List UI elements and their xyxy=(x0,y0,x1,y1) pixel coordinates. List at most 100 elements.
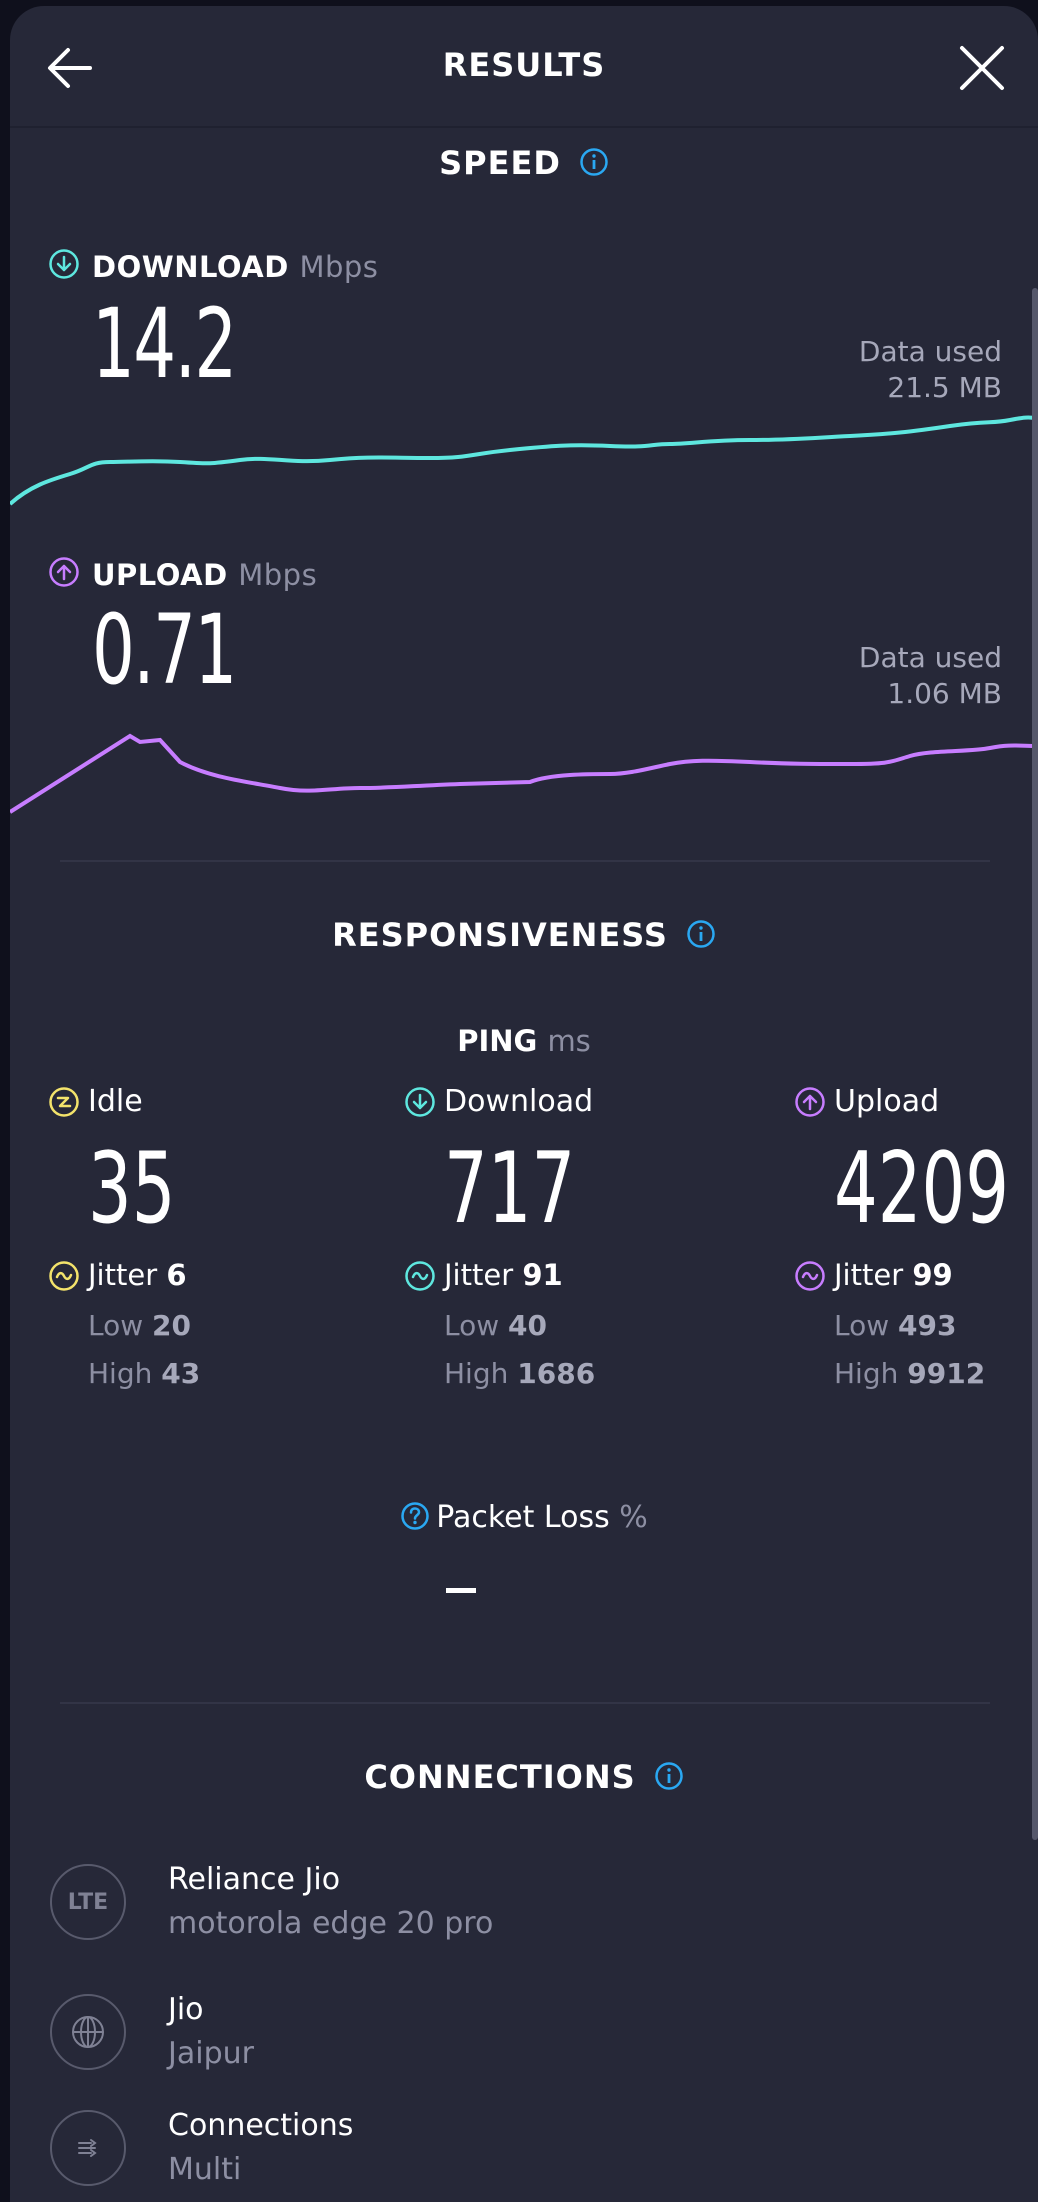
globe-icon xyxy=(50,1994,126,2070)
close-icon[interactable] xyxy=(950,36,1014,100)
scrollbar[interactable] xyxy=(1032,288,1038,1840)
jitter-icon xyxy=(405,1261,435,1291)
jitter-icon xyxy=(49,1261,79,1291)
idle-high-value: 43 xyxy=(161,1357,201,1390)
connection-device-name: motorola edge 20 pro xyxy=(168,1906,494,1941)
speed-title: SPEED xyxy=(439,144,561,182)
ping-download-header: Download xyxy=(404,1084,704,1124)
upload-data-used-label: Data used xyxy=(858,641,1002,674)
download-ping-value: 717 xyxy=(444,1132,576,1246)
download-data-used: Data used 21.5 MB xyxy=(859,334,1002,406)
download-low-value: 40 xyxy=(508,1309,548,1342)
divider xyxy=(60,1702,990,1704)
download-low-label: Low xyxy=(444,1309,500,1342)
packet-loss-unit: % xyxy=(619,1500,648,1535)
ping-idle-header: Idle xyxy=(48,1084,348,1124)
connection-provider-name: Reliance Jio xyxy=(168,1862,341,1897)
results-panel: RESULTS SPEED DOWNLOAD Mbps 14.2 Data us… xyxy=(10,6,1038,2202)
question-icon[interactable] xyxy=(400,1501,430,1531)
upload-ping-icon xyxy=(795,1087,825,1117)
download-label-text: DOWNLOAD xyxy=(92,250,289,284)
responsiveness-section-title: RESPONSIVENESS xyxy=(10,916,1038,954)
ping-title: PING ms xyxy=(10,1024,1038,1058)
upload-arrow-icon xyxy=(49,557,79,587)
lte-icon: LTE xyxy=(50,1864,126,1940)
upload-high-label: High xyxy=(834,1357,899,1390)
upload-label-text: UPLOAD xyxy=(92,558,228,592)
responsiveness-info-icon[interactable] xyxy=(686,919,716,949)
download-jitter: Jitter 91 xyxy=(404,1254,704,1302)
multi-connection-icon xyxy=(50,2110,126,2186)
ping-idle-column: Idle 35 Jitter 6 Low 20 High 43 xyxy=(48,1084,348,1398)
idle-jitter-label: Jitter xyxy=(88,1258,158,1292)
idle-jitter: Jitter 6 xyxy=(48,1254,348,1302)
upload-unit: Mbps xyxy=(238,558,318,592)
connections-section-title: CONNECTIONS xyxy=(10,1758,1038,1796)
download-low: Low 40 xyxy=(404,1302,704,1350)
ping-upload-header: Upload xyxy=(794,1084,1038,1124)
ping-download-column: Download 717 Jitter 91 Low 40 High 1686 xyxy=(404,1084,704,1398)
download-data-used-value: 21.5 MB xyxy=(887,371,1002,404)
idle-low-label: Low xyxy=(88,1309,144,1342)
download-jitter-value: 91 xyxy=(522,1258,563,1292)
packet-loss-label: Packet Loss xyxy=(436,1500,610,1535)
upload-high-value: 9912 xyxy=(907,1357,986,1390)
idle-icon xyxy=(49,1087,79,1117)
idle-low-value: 20 xyxy=(152,1309,192,1342)
download-unit: Mbps xyxy=(299,250,379,284)
connection-server-name: Jio xyxy=(168,1992,204,2027)
upload-low-label: Low xyxy=(834,1309,890,1342)
jitter-icon xyxy=(795,1261,825,1291)
upload-ping-value: 4209 xyxy=(834,1132,1009,1246)
download-data-used-label: Data used xyxy=(858,335,1002,368)
connection-server-location: Jaipur xyxy=(168,2036,254,2071)
idle-low: Low 20 xyxy=(48,1302,348,1350)
packet-loss: Packet Loss % xyxy=(10,1500,1038,1535)
top-bar: RESULTS xyxy=(10,6,1038,128)
download-high-value: 1686 xyxy=(517,1357,596,1390)
upload-data-used-value: 1.06 MB xyxy=(887,677,1002,710)
download-ping-icon xyxy=(405,1087,435,1117)
upload-jitter-label: Jitter xyxy=(834,1258,904,1292)
connection-mode-value: Multi xyxy=(168,2152,242,2187)
download-speed-graph xyxy=(10,415,1038,506)
upload-ping-label: Upload xyxy=(834,1084,940,1119)
upload-jitter: Jitter 99 xyxy=(794,1254,1038,1302)
idle-high: High 43 xyxy=(48,1350,348,1398)
download-jitter-label: Jitter xyxy=(444,1258,514,1292)
upload-label: UPLOAD Mbps xyxy=(92,558,317,592)
upload-jitter-value: 99 xyxy=(912,1258,953,1292)
idle-jitter-value: 6 xyxy=(166,1258,187,1292)
ping-label: PING xyxy=(457,1024,538,1058)
responsiveness-title: RESPONSIVENESS xyxy=(332,916,668,954)
connection-item-server: Jio Jaipur xyxy=(50,1992,950,2084)
speed-info-icon[interactable] xyxy=(579,147,609,177)
speed-section-title: SPEED xyxy=(10,144,1038,182)
idle-ping-value: 35 xyxy=(88,1132,176,1246)
packet-loss-value: – xyxy=(446,1588,476,1593)
download-high-label: High xyxy=(444,1357,509,1390)
page-title: RESULTS xyxy=(442,46,606,84)
ping-unit: ms xyxy=(547,1024,591,1058)
connections-title: CONNECTIONS xyxy=(364,1758,636,1796)
connection-item-provider: LTE Reliance Jio motorola edge 20 pro xyxy=(50,1862,950,1954)
upload-high: High 9912 xyxy=(794,1350,1038,1398)
connections-info-icon[interactable] xyxy=(654,1761,684,1791)
download-arrow-icon xyxy=(49,249,79,279)
upload-data-used: Data used 1.06 MB xyxy=(859,640,1002,712)
upload-speed-value: 0.71 xyxy=(92,594,237,706)
arrow-left-icon[interactable] xyxy=(40,36,104,100)
connection-mode-label: Connections xyxy=(168,2108,354,2143)
idle-label: Idle xyxy=(88,1084,143,1119)
ping-upload-column: Upload 4209 Jitter 99 Low 493 High 9912 xyxy=(794,1084,1038,1398)
divider xyxy=(60,860,990,862)
download-speed-value: 14.2 xyxy=(92,288,237,400)
download-label: DOWNLOAD Mbps xyxy=(92,250,378,284)
upload-low: Low 493 xyxy=(794,1302,1038,1350)
idle-high-label: High xyxy=(88,1357,153,1390)
upload-speed-graph xyxy=(10,733,1038,814)
download-ping-label: Download xyxy=(444,1084,594,1119)
download-high: High 1686 xyxy=(404,1350,704,1398)
connection-item-mode: Connections Multi xyxy=(50,2108,950,2200)
upload-low-value: 493 xyxy=(898,1309,957,1342)
